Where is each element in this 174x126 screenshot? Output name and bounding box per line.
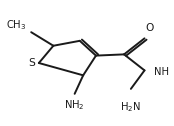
Text: S: S [28,58,35,68]
Text: O: O [145,23,154,34]
Text: H$_2$N: H$_2$N [120,100,141,114]
Text: NH: NH [154,67,169,77]
Text: NH$_2$: NH$_2$ [64,99,85,112]
Text: CH$_3$: CH$_3$ [6,18,26,32]
